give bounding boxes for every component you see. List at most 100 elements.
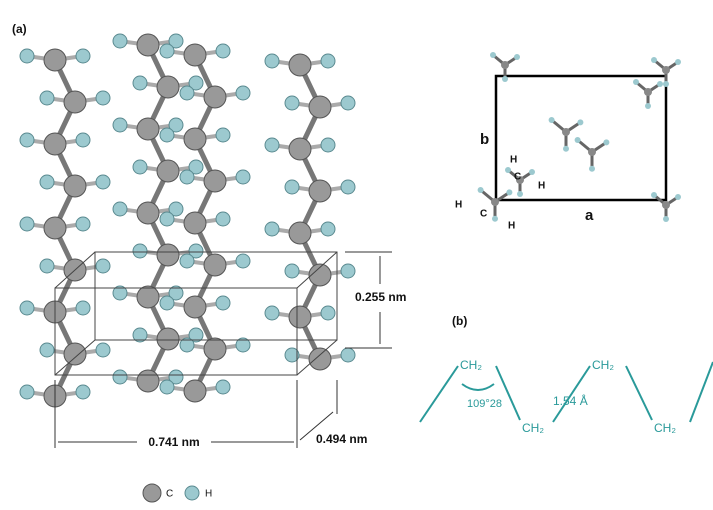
carbon-atom	[204, 170, 226, 192]
hydrogen-atom	[113, 202, 127, 216]
hydrogen-atom	[20, 385, 34, 399]
cell-h	[478, 187, 484, 193]
cell-h	[517, 191, 523, 197]
carbon-atom	[184, 44, 206, 66]
carbon-atom	[309, 348, 331, 370]
cell-c	[662, 201, 670, 209]
hydrogen-atom	[265, 54, 279, 68]
cell-h	[549, 117, 555, 123]
hydrogen-atom	[265, 306, 279, 320]
carbon-atom	[309, 180, 331, 202]
cell-c	[644, 88, 652, 96]
carbon-atom	[204, 338, 226, 360]
carbon-atom	[137, 118, 159, 140]
hydrogen-atom	[20, 49, 34, 63]
hydrogen-atom	[236, 170, 250, 184]
cell-h	[633, 79, 639, 85]
hydrogen-atom	[96, 343, 110, 357]
hydrogen-atom	[341, 96, 355, 110]
cell-c	[491, 198, 499, 206]
cell-h	[675, 194, 681, 200]
carbon-atom	[137, 370, 159, 392]
carbon-atom	[289, 306, 311, 328]
cell-h	[575, 137, 581, 143]
angle-arc	[462, 384, 494, 390]
cell-h	[651, 57, 657, 63]
hydrogen-atom	[20, 217, 34, 231]
dimension-label: 0.741 nm	[148, 435, 199, 449]
legend-label: H	[205, 489, 212, 500]
group-label: CH₂	[522, 421, 544, 435]
hydrogen-atom	[180, 86, 194, 100]
cell-h	[490, 52, 496, 58]
hydrogen-atom	[180, 254, 194, 268]
hydrogen-atom	[285, 264, 299, 278]
group-label: CH₂	[592, 358, 614, 372]
cell-h	[563, 146, 569, 152]
atom-label: C	[480, 209, 487, 220]
hydrogen-atom	[236, 254, 250, 268]
carbon-atom	[204, 86, 226, 108]
cell-h	[505, 167, 511, 173]
hydrogen-atom	[285, 96, 299, 110]
cell-h	[492, 216, 498, 222]
hydrogen-atom	[40, 91, 54, 105]
cell-c	[501, 61, 509, 69]
carbon-atom	[64, 343, 86, 365]
hydrogen-atom	[160, 44, 174, 58]
hydrogen-atom	[160, 380, 174, 394]
cell-h	[645, 103, 651, 109]
hydrogen-atom	[321, 138, 335, 152]
diagram: (a) 0.255 nm 0.741 nm 0.494 nm C H b a H…	[0, 0, 713, 510]
carbon-atom	[137, 34, 159, 56]
bond	[626, 366, 652, 420]
hydrogen-atom	[341, 348, 355, 362]
cell-c	[588, 148, 596, 156]
hydrogen-atom	[160, 128, 174, 142]
hydrogen-atom	[76, 133, 90, 147]
hydrogen-atom	[341, 264, 355, 278]
carbon-legend-icon	[143, 484, 161, 502]
cell-c	[662, 66, 670, 74]
carbon-atom	[289, 222, 311, 244]
unit-cell	[478, 52, 681, 222]
axis-label: a	[585, 207, 594, 224]
carbon-atom	[44, 217, 66, 239]
hydrogen-atom	[76, 301, 90, 315]
carbon-atom	[137, 202, 159, 224]
hydrogen-atom	[216, 128, 230, 142]
cell-h	[603, 139, 609, 145]
hydrogen-atom	[40, 259, 54, 273]
carbon-atom	[64, 91, 86, 113]
hydrogen-atom	[133, 76, 147, 90]
hydrogen-atom	[321, 222, 335, 236]
hydrogen-atom	[133, 160, 147, 174]
carbon-atom	[289, 54, 311, 76]
hydrogen-atom	[265, 138, 279, 152]
hydrogen-atom	[96, 259, 110, 273]
group-label: CH₂	[460, 358, 482, 372]
carbon-atom	[137, 286, 159, 308]
panel-label: (a)	[12, 22, 27, 36]
carbon-atom	[309, 96, 331, 118]
hydrogen-atom	[76, 217, 90, 231]
carbon-atom	[64, 175, 86, 197]
carbon-atom	[157, 328, 179, 350]
carbon-atom	[44, 133, 66, 155]
cell-c	[562, 128, 570, 136]
hydrogen-atom	[216, 296, 230, 310]
hydrogen-atom	[216, 380, 230, 394]
hydrogen-atom	[265, 222, 279, 236]
hydrogen-atom	[20, 301, 34, 315]
carbon-atom	[157, 76, 179, 98]
carbon-atom	[184, 296, 206, 318]
group-label: CH₂	[654, 421, 676, 435]
cell-h	[577, 119, 583, 125]
atom-label: H	[508, 221, 515, 232]
hydrogen-atom	[113, 118, 127, 132]
bond-length: 1.54 Å	[553, 393, 588, 408]
hydrogen-atom	[236, 86, 250, 100]
cell-h	[514, 54, 520, 60]
bond	[690, 362, 713, 422]
cell-h	[663, 216, 669, 222]
